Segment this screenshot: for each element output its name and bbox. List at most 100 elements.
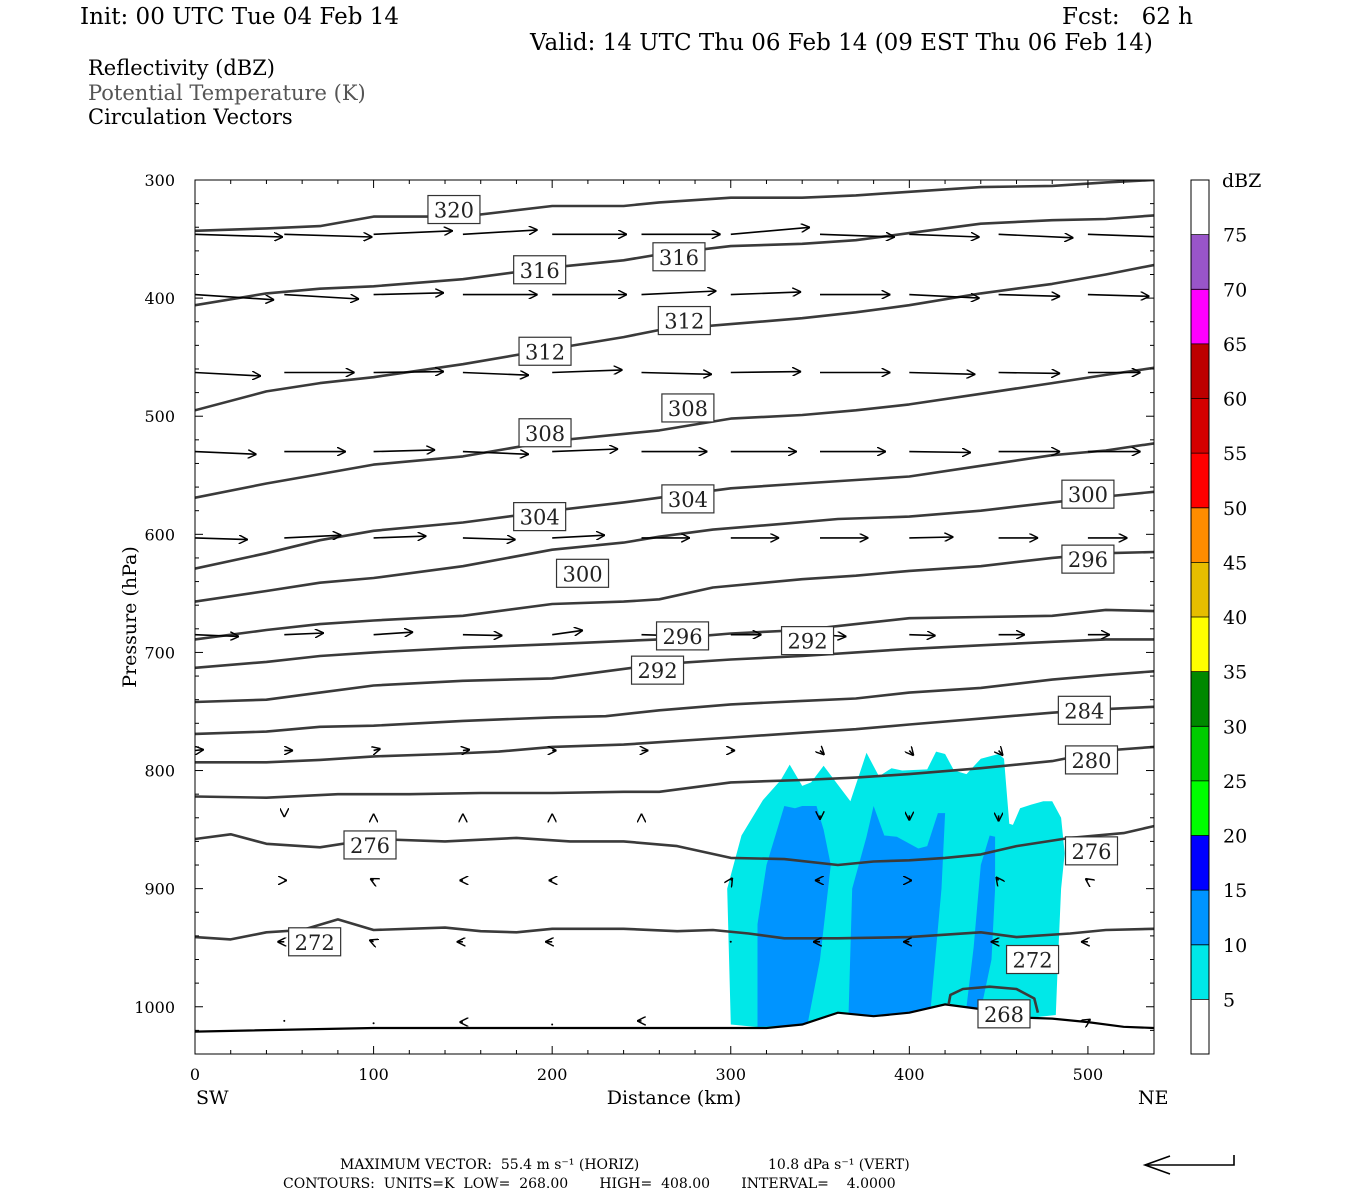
circulation-vector [909,373,975,375]
circulation-vector [462,230,538,236]
circulation-vector [999,751,1003,756]
colorbar-swatch [1191,507,1209,563]
colorbar-swatch [1191,180,1209,235]
colorbar-swatch [1191,835,1209,891]
contour-label: 316 [659,246,699,270]
colorbar-swatch [1191,453,1209,508]
circulation-vector [1088,1019,1091,1021]
colorbar-tick-label: 15 [1223,880,1247,902]
circulation-vector [195,635,239,637]
contour-label-box [427,194,481,225]
theta-contour-288 [195,638,1154,704]
colorbar-swatch [1191,944,1209,1000]
circulation-vector [374,749,381,751]
colorbar-tick-label: 50 [1223,498,1247,520]
circulation-vector [195,750,204,751]
contour-label-box [1061,544,1115,574]
circulation-vector [1085,879,1088,881]
circulation-vector [462,452,529,455]
colorbar-tick-label: 40 [1223,607,1247,629]
y-tick-label: 500 [144,407,175,426]
circulation-vector [909,635,935,636]
colorbar-tick-label: 60 [1223,389,1247,411]
circulation-vector [909,234,979,237]
circulation-vector [729,940,732,943]
contour-label: 276 [350,834,390,858]
colorbar: 5 10 15 20 25 30 35 40 45 50 55 60 65 70 75 [1190,179,1247,1055]
theta-contour-316 [195,180,1154,233]
terrain-line [195,1003,1154,1033]
contour-label-box [513,502,567,532]
colorbar-swatch [1191,234,1209,290]
circulation-vector [909,452,971,453]
circulation-vector [284,633,324,635]
contour-label-box [977,999,1031,1029]
theta-contour-layer [195,180,1154,1014]
x-axis-title: Distance (km) [607,1087,742,1109]
y-tick-label: 400 [144,289,175,308]
circulation-vector [462,635,503,636]
forecast-hour-label: Fcst: 62 h [1062,4,1193,30]
contour-label: 320 [434,199,474,223]
colorbar-tick-label: 70 [1223,279,1247,301]
circulation-vector [730,372,801,373]
circulation-vector [373,293,444,295]
contour-label-box [1061,479,1115,509]
x-axis-left-end-label: SW [196,1087,229,1109]
circulation-vector [552,535,605,538]
circulation-vector [998,295,1061,297]
contour-label-box [518,336,572,366]
contour-label-box [343,830,397,860]
circulation-vector [284,293,359,299]
contour-label: 276 [1071,840,1111,864]
contour-label: 284 [1064,699,1104,723]
contour-label-box [661,393,715,423]
colorbar-swatch [1191,562,1209,617]
circulation-vector [373,372,444,373]
theta-contour-272 [195,918,1154,941]
contour-label-box [1057,695,1111,725]
colorbar-tick-label: 75 [1223,225,1247,247]
circulation-vector [996,877,999,881]
y-tick-label: 600 [144,525,175,544]
colorbar-tick-label: 5 [1223,989,1235,1011]
circulation-vector [552,449,618,452]
colorbar-swatch [1191,343,1209,399]
circulation-vector [373,450,436,452]
circulation-vector [641,291,717,295]
contour-label-box [630,655,685,685]
colorbar-swatch [1191,999,1209,1054]
x-tick-label: 300 [715,1065,746,1084]
max-vector-horizontal-label: MAXIMUM VECTOR: 55.4 m s⁻¹ (HORIZ) [340,1157,640,1173]
contour-label: 272 [295,931,335,955]
reference-vector-icon [1142,1155,1235,1175]
y-tick-label: 700 [144,643,175,662]
colorbar-swatch [1191,890,1209,945]
colorbar-tick-label: 45 [1223,552,1247,574]
circulation-vector [731,878,733,881]
contour-label-box [518,418,572,448]
circulation-vector [284,535,341,538]
contour-info-label: CONTOURS: UNITS=K LOW= 268.00 HIGH= 408.… [283,1176,896,1192]
contour-label-box [661,484,715,514]
field-legend-vectors: Circulation Vectors [88,105,293,129]
contour-label: 272 [1013,949,1053,973]
circulation-vector [998,234,1074,238]
colorbar-swatch [1191,671,1209,727]
theta-contour-268 [947,985,1040,1014]
theta-contour-280 [195,745,1154,799]
field-legend-reflectivity: Reflectivity (dBZ) [88,56,276,80]
colorbar-tick-label: 25 [1223,771,1247,793]
x-tick-label: 500 [1073,1065,1104,1084]
theta-contour-304 [195,366,1154,499]
colorbar-tick-label: 20 [1223,826,1247,848]
circulation-vector [551,1023,554,1026]
circulation-vector [369,940,373,942]
contour-label-box [657,305,711,336]
circulation-vector [195,234,283,237]
circulation-vector [463,750,470,751]
reflectivity-layer [727,751,1065,1028]
circulation-vector [462,373,529,376]
contour-label: 296 [662,625,702,649]
contour-label: 304 [520,506,560,530]
